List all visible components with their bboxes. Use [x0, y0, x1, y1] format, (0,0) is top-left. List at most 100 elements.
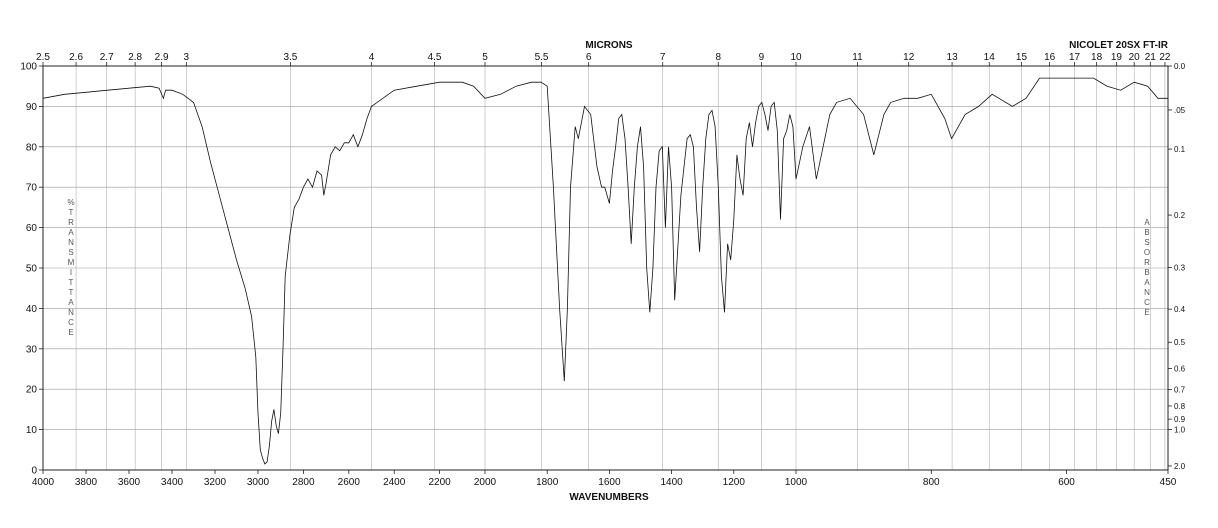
micron-tick-label: 8: [715, 52, 721, 63]
x-tick-label: 450: [1160, 477, 1177, 488]
micron-tick-label: 2.7: [100, 52, 114, 63]
side-letter: I: [70, 268, 72, 277]
micron-tick-label: 2.9: [155, 52, 169, 63]
side-letter: B: [1144, 228, 1149, 237]
side-letter: N: [68, 308, 74, 317]
micron-tick-label: 10: [790, 52, 802, 63]
x-tick-label: 2800: [292, 477, 315, 488]
absorbance-tick-label: 1.0: [1174, 426, 1186, 435]
side-letter: %: [67, 198, 74, 207]
x-tick-label: 4000: [32, 477, 55, 488]
side-letter: R: [68, 218, 74, 227]
y-tick-label: 90: [26, 102, 38, 113]
side-letter: S: [1144, 238, 1149, 247]
x-tick-label: 3400: [161, 477, 184, 488]
absorbance-tick-label: .05: [1174, 106, 1186, 115]
y-tick-label: 80: [26, 142, 38, 153]
absorbance-tick-label: 0.8: [1174, 402, 1186, 411]
side-letter: E: [1144, 308, 1149, 317]
x-tick-label: 1000: [785, 477, 808, 488]
x-tick-label: 1400: [660, 477, 683, 488]
absorbance-tick-label: 0.5: [1174, 338, 1186, 347]
x-tick-label: 3200: [204, 477, 227, 488]
micron-tick-label: 5: [482, 52, 488, 63]
side-letter: A: [68, 298, 74, 307]
spectrum-line: [42, 77, 1168, 465]
micron-tick-label: 21: [1145, 52, 1157, 63]
micron-tick-label: 19: [1111, 52, 1123, 63]
micron-tick-label: 4.5: [428, 52, 442, 63]
side-letter: A: [68, 228, 74, 237]
x-tick-label: 2400: [383, 477, 406, 488]
micron-tick-label: 2.6: [69, 52, 83, 63]
micron-tick-label: 2.8: [128, 52, 142, 63]
micron-tick-label: 12: [903, 52, 915, 63]
side-letter: B: [1144, 268, 1149, 277]
y-tick-label: 50: [26, 264, 38, 275]
side-letter: T: [69, 208, 74, 217]
x-tick-label: 1600: [598, 477, 621, 488]
side-letter: N: [68, 238, 74, 247]
side-letter: N: [1144, 288, 1150, 297]
absorbance-tick-label: 0.9: [1174, 415, 1186, 424]
instrument-label: NICOLET 20SX FT-IR: [1069, 40, 1169, 51]
absorbance-tick-label: 0.4: [1174, 305, 1186, 314]
x-tick-label: 2000: [474, 477, 497, 488]
micron-tick-label: 6: [586, 52, 592, 63]
x-tick-label: 2200: [428, 477, 451, 488]
ticks: [39, 62, 1172, 474]
side-letter: A: [1144, 218, 1150, 227]
side-letter: A: [1144, 278, 1150, 287]
micron-tick-label: 11: [852, 52, 863, 63]
absorbance-tick-label: 0.0: [1174, 62, 1186, 71]
micron-tick-label: 7: [660, 52, 666, 63]
micron-tick-label: 14: [984, 52, 996, 63]
x-tick-label: 3800: [75, 477, 98, 488]
absorbance-tick-label: 0.3: [1174, 264, 1186, 273]
x-tick-label: 1200: [723, 477, 746, 488]
side-letter: M: [68, 258, 75, 267]
micron-tick-label: 3.5: [283, 52, 297, 63]
absorbance-tick-label: 0.6: [1174, 365, 1186, 374]
side-letter: R: [1144, 258, 1150, 267]
y-tick-label: 0: [31, 466, 37, 477]
side-letter: C: [1144, 298, 1150, 307]
micron-tick-label: 17: [1069, 52, 1081, 63]
y-tick-label: 40: [26, 304, 38, 315]
y-tick-label: 20: [26, 385, 38, 396]
micron-tick-label: 15: [1016, 52, 1028, 63]
x-tick-label: 1800: [536, 477, 559, 488]
micron-tick-label: 16: [1044, 52, 1056, 63]
y-tick-label: 30: [26, 344, 38, 355]
side-letter: E: [68, 328, 73, 337]
absorbance-tick-label: 0.1: [1174, 145, 1186, 154]
micron-tick-label: 18: [1091, 52, 1103, 63]
absorbance-tick-label: 0.2: [1174, 211, 1186, 220]
side-letter: T: [69, 288, 74, 297]
y-tick-label: 70: [26, 183, 38, 194]
x-tick-label: 3600: [118, 477, 141, 488]
micron-axis-title: MICRONS: [585, 40, 633, 51]
micron-tick-label: 5.5: [535, 52, 549, 63]
y-tick-label: 60: [26, 223, 38, 234]
y-tick-label: 100: [20, 62, 37, 73]
x-axis-title: WAVENUMBERS: [569, 492, 649, 503]
micron-tick-label: 4: [369, 52, 375, 63]
grid: [42, 65, 1168, 471]
side-letter: C: [68, 318, 74, 327]
tick-labels: 0 10 20 30 40 50 60 70 80 90 100 4000 3800 3600 3400 32…: [20, 52, 1185, 488]
micron-tick-label: 20: [1129, 52, 1141, 63]
x-tick-label: 2600: [338, 477, 361, 488]
micron-tick-label: 2.5: [36, 52, 50, 63]
x-tick-label: 3000: [247, 477, 270, 488]
micron-tick-label: 13: [947, 52, 959, 63]
side-letter: S: [68, 248, 73, 257]
x-tick-label: 800: [923, 477, 940, 488]
micron-tick-label: 9: [759, 52, 765, 63]
side-letter: O: [1144, 248, 1150, 257]
x-tick-label: 600: [1058, 477, 1075, 488]
